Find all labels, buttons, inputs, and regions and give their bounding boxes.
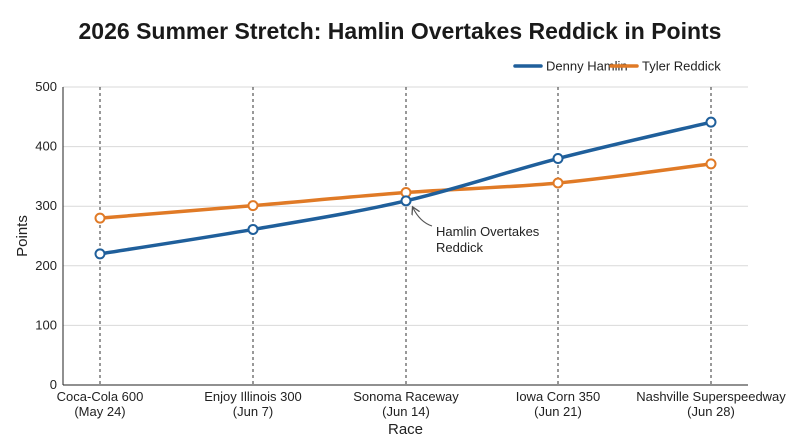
y-tick-label: 400	[35, 139, 57, 154]
y-tick-label: 500	[35, 79, 57, 94]
data-point-tyler-reddick	[94, 212, 106, 224]
data-point-denny-hamlin	[705, 116, 717, 128]
x-tick-labels: Coca-Cola 600 (May 24) Enjoy Illinois 300(…	[57, 389, 787, 419]
data-point-denny-hamlin	[552, 153, 564, 165]
data-point-denny-hamlin	[400, 195, 412, 207]
x-tick-label: Sonoma Raceway (Jun 14)	[353, 389, 459, 419]
annotation: Hamlin Overtakes Reddick	[413, 208, 540, 255]
y-tick-label: 300	[35, 198, 57, 213]
data-points	[94, 116, 717, 260]
data-point-tyler-reddick	[247, 200, 259, 212]
legend-label-denny-hamlin: Denny Hamlin	[546, 59, 628, 74]
x-axis-title: Race	[388, 421, 423, 438]
x-tick-label: Nashville Superspeedway (Jun 28)	[636, 389, 786, 419]
data-point-tyler-reddick	[705, 158, 717, 170]
annotation-text: Hamlin Overtakes Reddick	[436, 224, 540, 255]
data-point-denny-hamlin	[247, 223, 259, 235]
y-tick-label: 100	[35, 317, 57, 332]
chart-title: 2026 Summer Stretch: Hamlin Overtakes Re…	[78, 18, 722, 44]
y-tick-label: 0	[50, 377, 57, 392]
y-tick-label: 200	[35, 258, 57, 273]
data-point-tyler-reddick	[552, 177, 564, 189]
x-tick-label: Coca-Cola 600 (May 24)	[57, 389, 144, 419]
annotation-arrow	[413, 208, 433, 227]
x-tick-label: Enjoy Illinois 300 (Jun 7)	[204, 389, 302, 419]
axes	[62, 87, 748, 386]
data-point-denny-hamlin	[94, 248, 106, 260]
legend: Denny Hamlin Tyler Reddick	[513, 59, 721, 74]
y-axis-title: Points	[14, 215, 31, 257]
category-guide-lines	[99, 87, 712, 385]
y-tick-labels: 0 100 200 300 400 500	[35, 79, 57, 392]
legend-label-tyler-reddick: Tyler Reddick	[642, 59, 721, 74]
x-tick-label: Iowa Corn 350 (Jun 21)	[516, 389, 601, 419]
